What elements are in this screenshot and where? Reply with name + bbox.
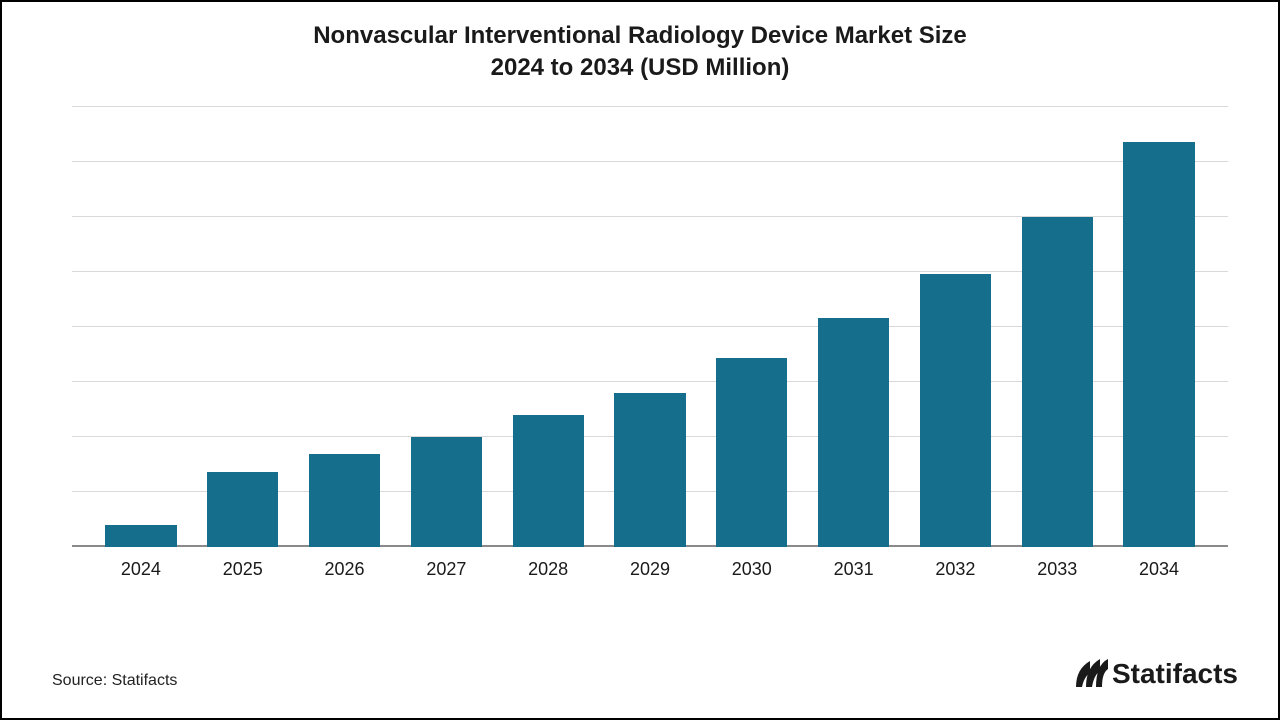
chart-bars (72, 107, 1228, 547)
chart-title-line2: 2024 to 2034 (USD Million) (32, 52, 1248, 84)
chart-xlabels: 2024202520262027202820292030203120322033… (72, 547, 1228, 587)
x-axis-label: 2033 (1006, 547, 1108, 587)
bar-slot (1108, 107, 1210, 547)
x-axis-label: 2031 (803, 547, 905, 587)
bar (818, 318, 889, 547)
x-axis-label: 2025 (192, 547, 294, 587)
bar (614, 393, 685, 547)
brand-logo: Statifacts (1074, 658, 1238, 690)
source-text: Source: Statifacts (52, 672, 177, 690)
x-axis-label: 2024 (90, 547, 192, 587)
x-axis-label: 2027 (395, 547, 497, 587)
brand-icon (1074, 659, 1108, 689)
bar-slot (294, 107, 396, 547)
x-axis-label: 2026 (294, 547, 396, 587)
bar-slot (1006, 107, 1108, 547)
x-axis-label: 2029 (599, 547, 701, 587)
chart-title-line1: Nonvascular Interventional Radiology Dev… (32, 20, 1248, 52)
bar (920, 274, 991, 547)
x-axis-label: 2034 (1108, 547, 1210, 587)
bar (207, 472, 278, 547)
chart-footer: Source: Statifacts Statifacts (52, 658, 1238, 690)
bar-slot (497, 107, 599, 547)
bar-slot (192, 107, 294, 547)
bar-slot (803, 107, 905, 547)
x-axis-label: 2032 (905, 547, 1007, 587)
bar (411, 437, 482, 547)
chart-container: Nonvascular Interventional Radiology Dev… (0, 0, 1280, 720)
bar (716, 358, 787, 547)
bar (513, 415, 584, 547)
chart-title: Nonvascular Interventional Radiology Dev… (32, 20, 1248, 85)
brand-text: Statifacts (1112, 658, 1238, 690)
bar-slot (905, 107, 1007, 547)
x-axis-label: 2030 (701, 547, 803, 587)
bar (105, 525, 176, 547)
x-axis-label: 2028 (497, 547, 599, 587)
bar-slot (395, 107, 497, 547)
chart-plot-area: 2024202520262027202820292030203120322033… (72, 107, 1228, 587)
bar-slot (90, 107, 192, 547)
bar (1123, 142, 1194, 547)
bar-slot (701, 107, 803, 547)
bar (309, 454, 380, 546)
bar (1022, 217, 1093, 547)
bar-slot (599, 107, 701, 547)
